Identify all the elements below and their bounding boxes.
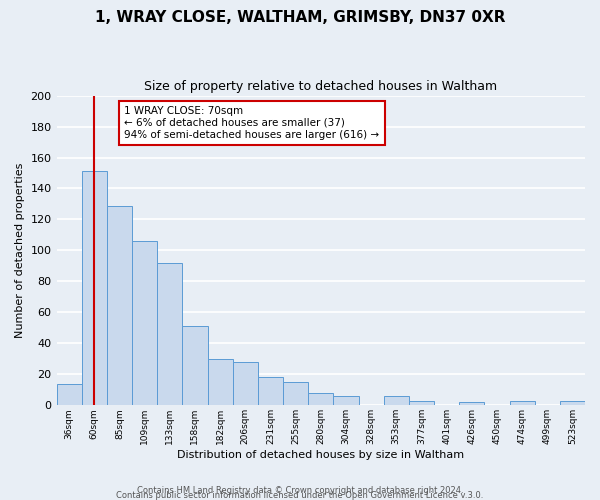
Text: Contains HM Land Registry data © Crown copyright and database right 2024.: Contains HM Land Registry data © Crown c… [137, 486, 463, 495]
Bar [283, 382, 308, 406]
Title: Size of property relative to detached houses in Waltham: Size of property relative to detached ho… [144, 80, 497, 93]
Y-axis label: Number of detached properties: Number of detached properties [15, 162, 25, 338]
Bar [182, 326, 208, 406]
Text: Contains public sector information licensed under the Open Government Licence v.: Contains public sector information licen… [116, 490, 484, 500]
Bar [258, 378, 283, 406]
Bar [82, 172, 107, 406]
X-axis label: Distribution of detached houses by size in Waltham: Distribution of detached houses by size … [177, 450, 464, 460]
Bar [308, 393, 334, 406]
Text: 1, WRAY CLOSE, WALTHAM, GRIMSBY, DN37 0XR: 1, WRAY CLOSE, WALTHAM, GRIMSBY, DN37 0X… [95, 10, 505, 25]
Bar [107, 206, 132, 406]
Bar [409, 400, 434, 406]
Bar [233, 362, 258, 406]
Bar [208, 359, 233, 406]
Bar [509, 400, 535, 406]
Bar [560, 400, 585, 406]
Bar [459, 402, 484, 406]
Bar [132, 241, 157, 406]
Text: 1 WRAY CLOSE: 70sqm
← 6% of detached houses are smaller (37)
94% of semi-detache: 1 WRAY CLOSE: 70sqm ← 6% of detached hou… [124, 106, 380, 140]
Bar [383, 396, 409, 406]
Bar [334, 396, 359, 406]
Bar [56, 384, 82, 406]
Bar [157, 263, 182, 406]
